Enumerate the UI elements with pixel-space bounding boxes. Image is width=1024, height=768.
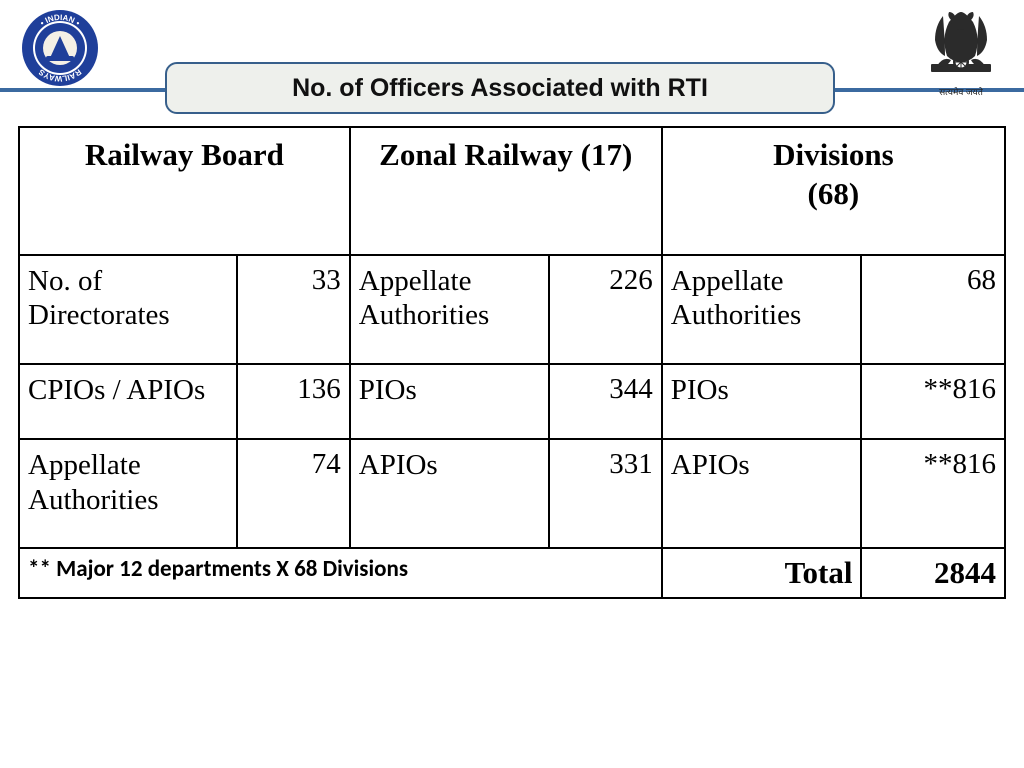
total-value: 2844 [861,548,1005,598]
header-railway-board: Railway Board [19,127,350,255]
cell-label: No. of Directorates [19,255,237,365]
cell-label: APIOs [662,439,862,549]
title-plate: No. of Officers Associated with RTI [165,62,835,114]
state-emblem-logo: सत्यमेव जयते [916,6,1006,96]
indian-railways-logo: • INDIAN • RAILWAYS [20,8,100,88]
header-zonal-railway: Zonal Railway (17) [350,127,662,255]
cell-label: Appellate Authorities [19,439,237,549]
table-total-row: ** Major 12 departments X 68 Divisions T… [19,548,1005,598]
table-row: Appellate Authorities 74 APIOs 331 APIOs… [19,439,1005,549]
cell-value: 33 [237,255,349,365]
page-title: No. of Officers Associated with RTI [292,74,708,103]
cell-value: 331 [549,439,661,549]
cell-value: **816 [861,364,1005,439]
cell-label: CPIOs / APIOs [19,364,237,439]
header-divisions: Divisions (68) [662,127,1005,255]
cell-value: 74 [237,439,349,549]
table-header-row: Railway Board Zonal Railway (17) Divisio… [19,127,1005,255]
cell-label: APIOs [350,439,550,549]
header-divisions-line2: (68) [808,176,860,211]
cell-value: 226 [549,255,661,365]
cell-label: Appellate Authorities [662,255,862,365]
header-divisions-line1: Divisions [773,137,894,172]
officers-table-container: Railway Board Zonal Railway (17) Divisio… [18,126,1006,599]
cell-label: PIOs [350,364,550,439]
cell-label: Appellate Authorities [350,255,550,365]
footnote: ** Major 12 departments X 68 Divisions [19,548,662,598]
cell-value: **816 [861,439,1005,549]
emblem-caption: सत्यमेव जयते [916,85,1006,98]
officers-table: Railway Board Zonal Railway (17) Divisio… [18,126,1006,599]
total-label: Total [662,548,862,598]
cell-value: 68 [861,255,1005,365]
cell-value: 136 [237,364,349,439]
table-row: CPIOs / APIOs 136 PIOs 344 PIOs **816 [19,364,1005,439]
cell-label: PIOs [662,364,862,439]
table-row: No. of Directorates 33 Appellate Authori… [19,255,1005,365]
cell-value: 344 [549,364,661,439]
